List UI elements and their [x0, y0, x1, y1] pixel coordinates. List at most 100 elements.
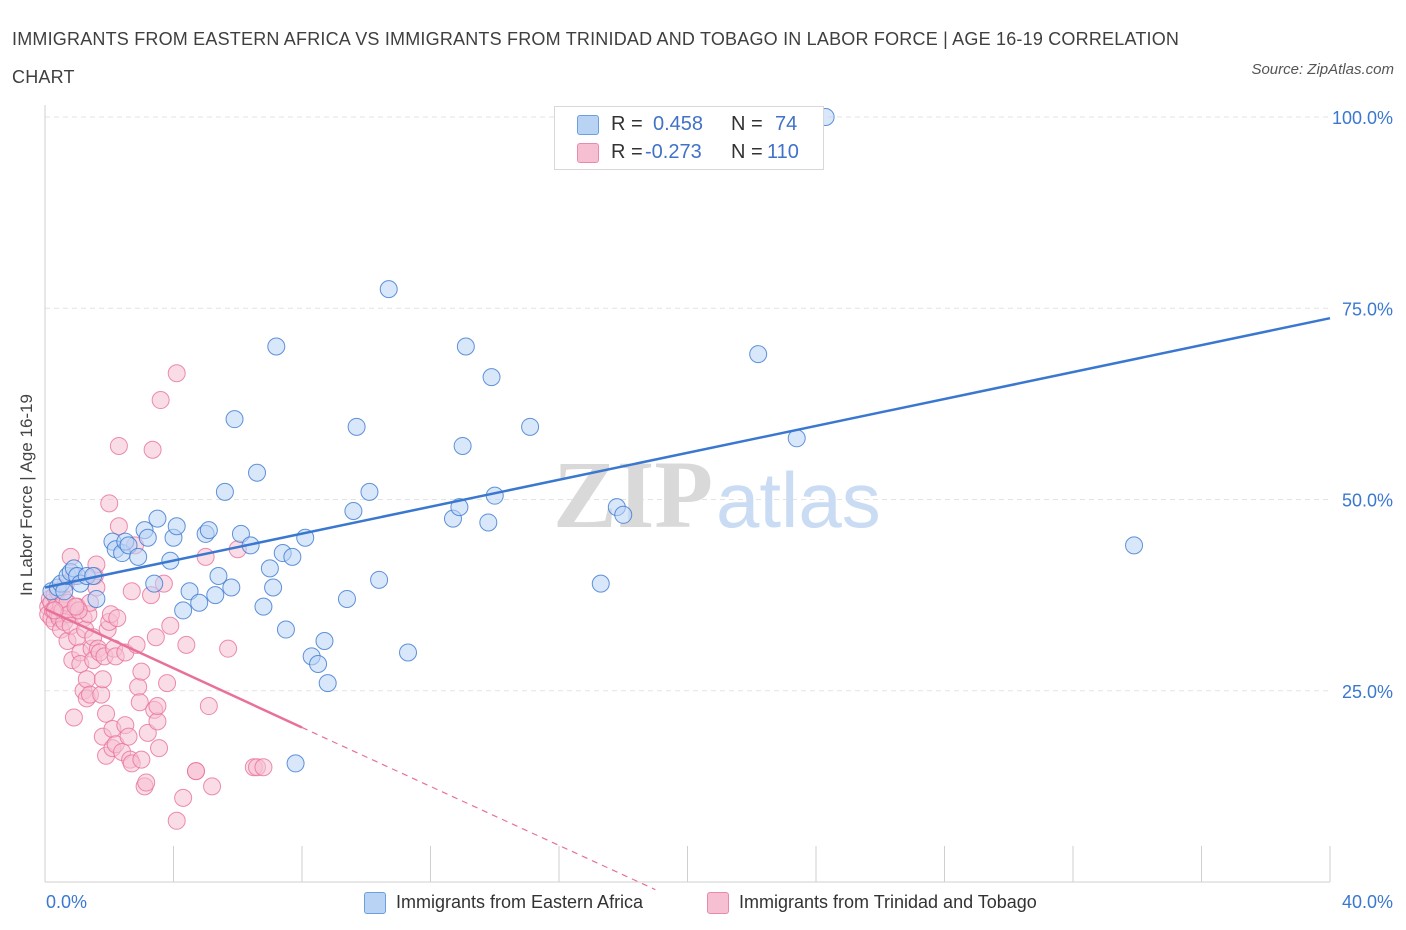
data-point-eastern-africa: [254, 597, 273, 616]
data-point-eastern-africa: [231, 524, 250, 543]
data-point-eastern-africa: [180, 582, 199, 601]
data-point-eastern-africa: [174, 601, 193, 620]
data-point-trinidad: [150, 739, 169, 758]
legend-item-label: Immigrants from Trinidad and Tobago: [739, 892, 1037, 912]
data-point-trinidad: [148, 697, 167, 716]
legend-r-label: R =: [611, 113, 643, 135]
data-point-trinidad: [161, 616, 180, 635]
series-trinidad-points: [39, 364, 273, 830]
series-eastern-africa-points: [42, 108, 1144, 773]
data-point-eastern-africa: [248, 463, 267, 482]
y-axis-label: In Labor Force | Age 16-19: [17, 394, 36, 596]
data-point-trinidad: [119, 727, 138, 746]
data-point-trinidad: [137, 773, 156, 792]
data-point-eastern-africa: [1125, 536, 1144, 555]
legend-r-label: R =: [611, 141, 643, 163]
grid-lines: [45, 116, 1330, 692]
data-point-eastern-africa: [399, 643, 418, 662]
data-point-eastern-africa: [87, 589, 106, 608]
tick-labels: 25.0% 50.0% 75.0% 100.0% 0.0% 40.0%: [46, 108, 1393, 912]
data-point-trinidad: [66, 597, 85, 616]
data-point-eastern-africa: [344, 501, 363, 520]
data-point-eastern-africa: [453, 436, 472, 455]
data-point-trinidad: [148, 712, 167, 731]
legend-swatch-pink: [707, 892, 729, 914]
data-point-trinidad: [146, 628, 165, 647]
data-point-trinidad: [109, 517, 128, 536]
legend-n-label: N =: [731, 141, 763, 163]
data-point-trinidad: [109, 436, 128, 455]
data-point-trinidad: [138, 723, 157, 742]
legend-n-value: 74: [775, 113, 798, 135]
data-point-eastern-africa: [456, 337, 475, 356]
legend-swatch-pink: [577, 143, 599, 163]
data-point-trinidad: [129, 677, 148, 696]
data-point-trinidad: [130, 693, 149, 712]
data-point-eastern-africa: [315, 632, 334, 651]
data-point-eastern-africa: [190, 593, 209, 612]
data-point-eastern-africa: [286, 754, 305, 773]
data-point-trinidad: [203, 777, 222, 796]
data-point-eastern-africa: [167, 517, 186, 536]
data-point-trinidad: [108, 609, 127, 628]
data-point-eastern-africa: [199, 521, 218, 540]
data-point-trinidad: [143, 440, 162, 459]
data-point-trinidad: [174, 788, 193, 807]
x-tick-label: 40.0%: [1342, 892, 1393, 912]
data-point-eastern-africa: [749, 345, 768, 364]
watermark-atlas: atlas: [716, 456, 881, 544]
data-point-trinidad: [186, 762, 205, 781]
watermark-zip: ZIP: [553, 441, 713, 548]
data-point-trinidad: [158, 674, 177, 693]
data-point-eastern-africa: [264, 578, 283, 597]
legend-item-label: Immigrants from Eastern Africa: [396, 892, 644, 912]
data-point-eastern-africa: [148, 509, 167, 528]
data-point-trinidad: [93, 670, 112, 689]
data-point-trinidad: [167, 811, 186, 830]
legend-swatch-blue: [577, 115, 599, 135]
data-point-eastern-africa: [276, 620, 295, 639]
trend-line-eastern-africa: [44, 316, 1331, 589]
data-point-trinidad: [132, 662, 151, 681]
data-point-trinidad: [254, 758, 273, 777]
legend-swatch-blue: [364, 892, 386, 914]
data-point-trinidad: [219, 639, 238, 658]
y-tick-label: 75.0%: [1342, 299, 1393, 319]
legend-n-label: N =: [731, 113, 763, 135]
data-point-eastern-africa: [267, 337, 286, 356]
legend: R = 0.458 N = 74 R = -0.273 N = 110: [554, 106, 824, 170]
data-point-eastern-africa: [479, 513, 498, 532]
data-point-trinidad: [97, 704, 116, 723]
data-point-eastern-africa: [283, 547, 302, 566]
data-point-trinidad: [177, 635, 196, 654]
watermark: ZIP atlas: [553, 441, 881, 548]
data-point-eastern-africa: [360, 482, 379, 501]
data-point-eastern-africa: [225, 410, 244, 429]
data-point-eastern-africa: [209, 567, 228, 585]
data-point-trinidad: [196, 547, 215, 566]
data-point-eastern-africa: [450, 498, 469, 517]
data-point-eastern-africa: [215, 482, 234, 501]
data-point-eastern-africa: [260, 559, 279, 578]
data-point-eastern-africa: [145, 574, 164, 593]
data-point-trinidad: [100, 494, 119, 513]
data-point-eastern-africa: [379, 280, 398, 299]
data-point-eastern-africa: [222, 578, 241, 597]
data-point-eastern-africa: [309, 654, 328, 673]
data-point-trinidad: [167, 364, 186, 383]
chart-title: IMMIGRANTS FROM EASTERN AFRICA VS IMMIGR…: [12, 29, 1180, 87]
data-point-eastern-africa: [138, 528, 157, 547]
data-point-trinidad: [64, 708, 83, 727]
data-point-eastern-africa: [614, 505, 633, 524]
data-point-eastern-africa: [591, 574, 610, 593]
data-point-eastern-africa: [119, 536, 138, 555]
y-tick-label: 100.0%: [1332, 108, 1393, 128]
data-point-eastern-africa: [318, 674, 337, 693]
data-point-eastern-africa: [370, 570, 389, 589]
axes: [44, 105, 1331, 883]
data-point-eastern-africa: [337, 589, 356, 608]
x-tick-label: 0.0%: [46, 892, 87, 912]
legend-n-value: 110: [767, 141, 799, 163]
data-point-eastern-africa: [206, 586, 225, 605]
